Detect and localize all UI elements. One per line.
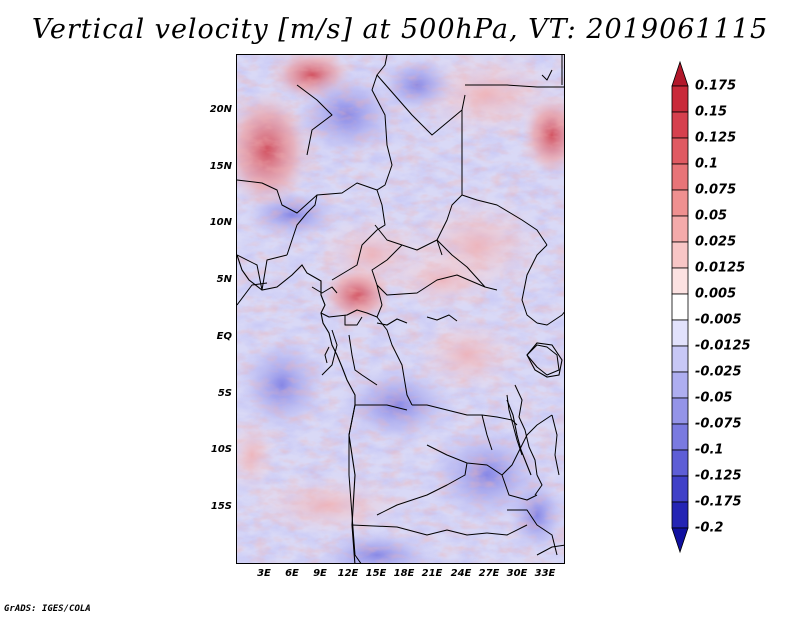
colorbar-swatch [671,423,689,451]
colorbar-swatch [671,137,689,165]
lon-label-21e: 21E [421,568,443,579]
colorbar-swatch [671,215,689,243]
lon-label-33e: 33E [534,568,556,579]
lon-label-12e: 12E [337,568,359,579]
grads-credit: GrADS: IGES/COLA [4,604,91,614]
colorbar-tick-label: 0.125 [695,130,737,146]
chart-title: Vertical velocity [m/s] at 500hPa, VT: 2… [31,14,769,45]
lat-label-5n: 5N [216,274,232,285]
lon-label-6e: 6E [285,568,299,579]
colorbar-swatch [671,371,689,399]
colorbar-swatch [671,449,689,477]
coastline [237,254,563,563]
country-borders [237,55,564,563]
colorbar-swatch [671,475,689,503]
lon-label-18e: 18E [393,568,415,579]
colorbar-tick-label: -0.005 [695,312,742,328]
colorbar-swatch [671,189,689,217]
lat-label-15s: 15S [210,501,232,512]
lat-label-10n: 10N [209,217,232,228]
map-field [237,55,564,563]
colorbar-swatch [671,267,689,295]
colorbar-tick-label: 0.15 [695,104,728,120]
colorbar-tick-label: -0.175 [695,494,742,510]
colorbar-tick-label: -0.0125 [695,338,751,354]
colorbar-swatch [671,85,689,113]
colorbar-swatch [671,501,689,529]
colorbar-tick-label: 0.005 [695,286,737,302]
lat-label-5s: 5S [217,388,232,399]
colorbar-tick-label: -0.2 [695,520,724,536]
colorbar-tick-label: 0.075 [695,182,737,198]
lat-label-eq: EQ [216,331,232,342]
colorbar-tick-label: 0.1 [695,156,719,172]
colorbar-swatch [671,397,689,425]
colorbar-tick-label: -0.125 [695,468,742,484]
colorbar-swatch [671,345,689,373]
colorbar-swatch [671,319,689,347]
colorbar-tick-label: 0.0125 [695,260,746,276]
colorbar-tick-label: -0.05 [695,390,733,406]
lat-label-15n: 15N [209,161,232,172]
lon-label-3e: 3E [257,568,271,579]
colorbar-swatch [671,60,689,87]
map-panel [236,54,565,564]
colorbar-tick-label: -0.1 [695,442,724,458]
colorbar [671,60,689,554]
colorbar-swatch [671,527,689,554]
colorbar-tick-label: -0.025 [695,364,742,380]
lon-label-9e: 9E [313,568,327,579]
colorbar-swatch [671,293,689,321]
lon-label-24e: 24E [450,568,472,579]
colorbar-swatch [671,111,689,139]
colorbar-swatch [671,163,689,191]
lon-label-30e: 30E [506,568,528,579]
colorbar-tick-label: 0.025 [695,234,737,250]
lon-label-15e: 15E [365,568,387,579]
lon-label-27e: 27E [478,568,500,579]
colorbar-tick-label: 0.175 [695,78,737,94]
colorbar-swatch [671,241,689,269]
lat-label-20n: 20N [209,104,232,115]
colorbar-tick-label: -0.075 [695,416,742,432]
lat-label-10s: 10S [210,444,232,455]
colorbar-tick-label: 0.05 [695,208,728,224]
